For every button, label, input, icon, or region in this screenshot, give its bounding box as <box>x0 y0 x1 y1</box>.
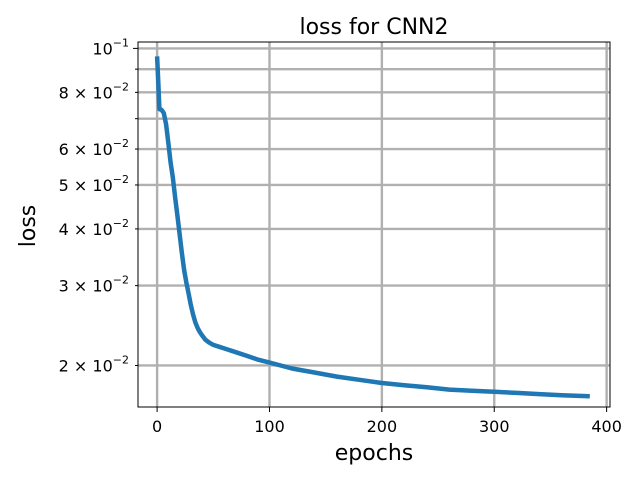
plot-frame <box>137 41 611 408</box>
grid-lines <box>138 42 610 407</box>
y-tick-label-minor: 8 × 10−2 <box>59 80 129 102</box>
x-tick-label: 400 <box>591 417 622 436</box>
y-tick-label-minor: 2 × 10−2 <box>59 353 129 375</box>
chart-title: loss for CNN2 <box>299 15 448 40</box>
y-tick-label-minor: 3 × 10−2 <box>59 274 129 296</box>
x-axis-label: epochs <box>335 441 413 466</box>
y-tick-label-minor: 6 × 10−2 <box>59 137 129 159</box>
y-tick-label-minor: 4 × 10−2 <box>59 217 129 239</box>
y-tick-label-major: 10−1 <box>92 36 129 58</box>
x-tick-label: 100 <box>254 417 285 436</box>
axis-ticks: 0 100 200 300 400 10−1 2 × 10−2 3 × 10−2 4 × 10−… <box>59 36 622 436</box>
y-axis-label: loss <box>16 205 41 248</box>
x-tick-label: 300 <box>479 417 510 436</box>
x-tick-label: 200 <box>367 417 398 436</box>
y-tick-label-minor: 5 × 10−2 <box>59 173 129 195</box>
loss-series-line <box>154 56 590 399</box>
series-layer <box>154 56 590 399</box>
x-tick-label: 0 <box>152 417 162 436</box>
